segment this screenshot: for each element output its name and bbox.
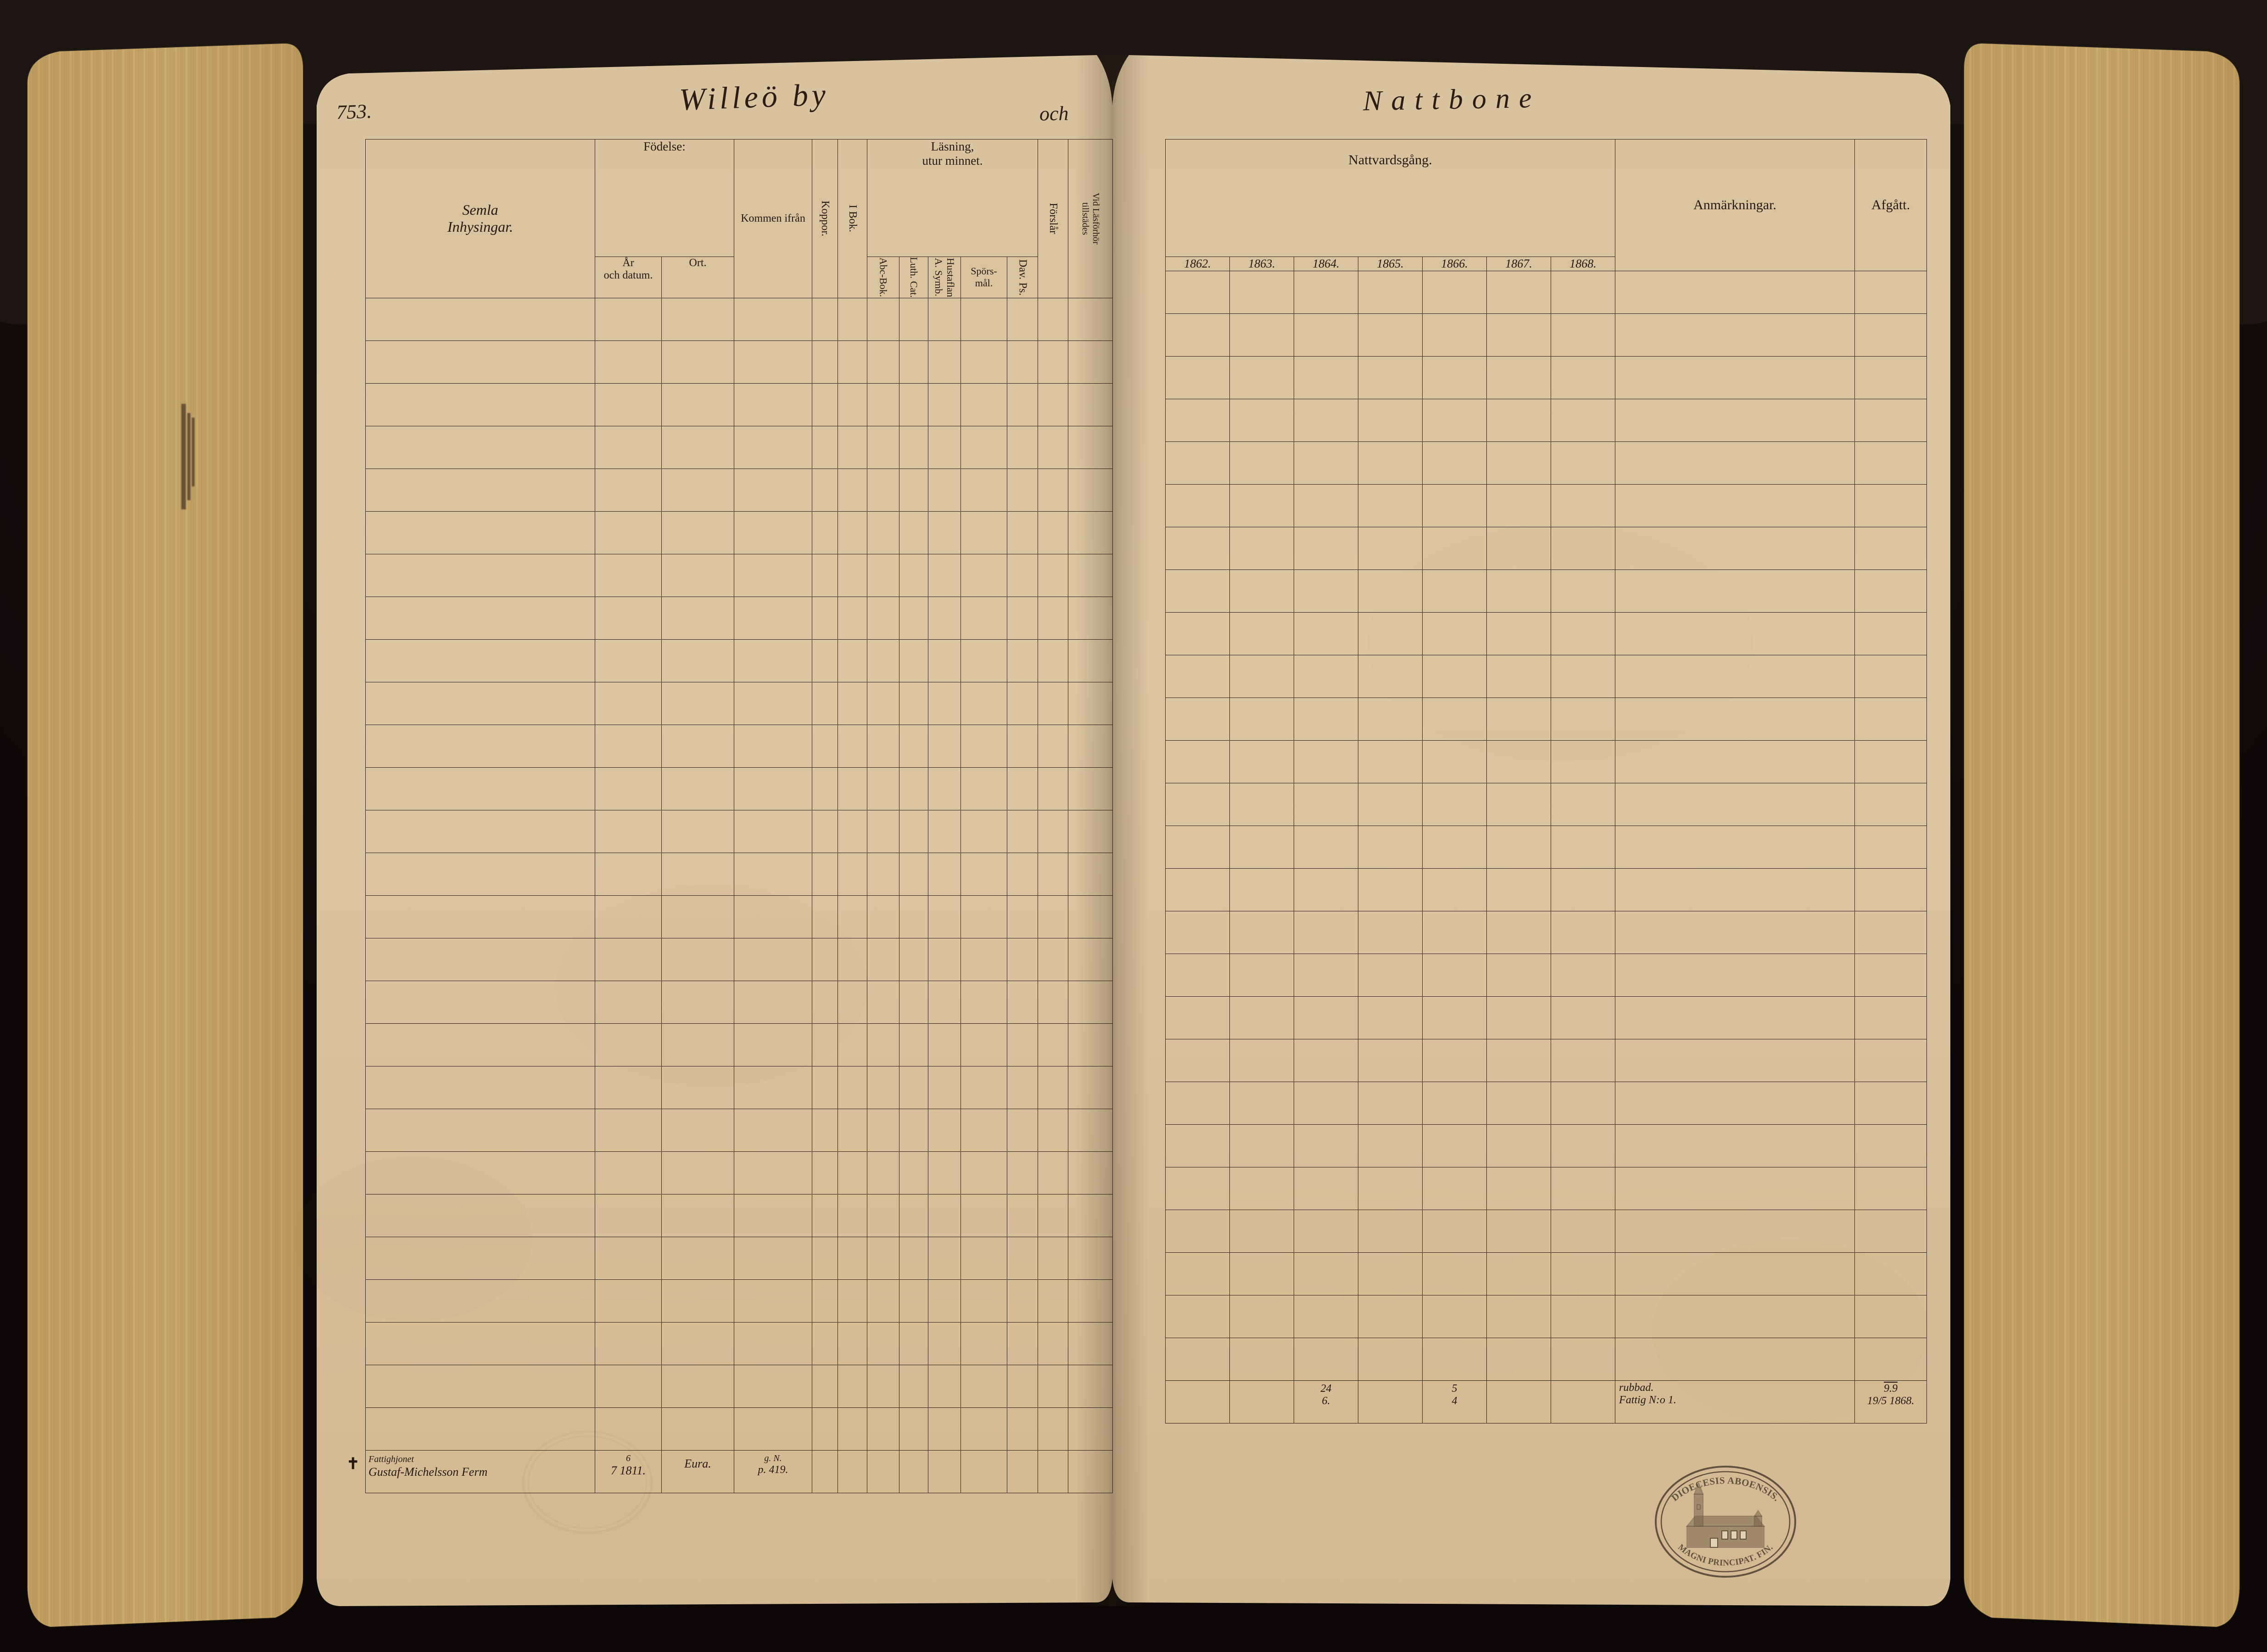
svg-text:DIOECESIS ABOENSIS.: DIOECESIS ABOENSIS. (1670, 1475, 1782, 1503)
